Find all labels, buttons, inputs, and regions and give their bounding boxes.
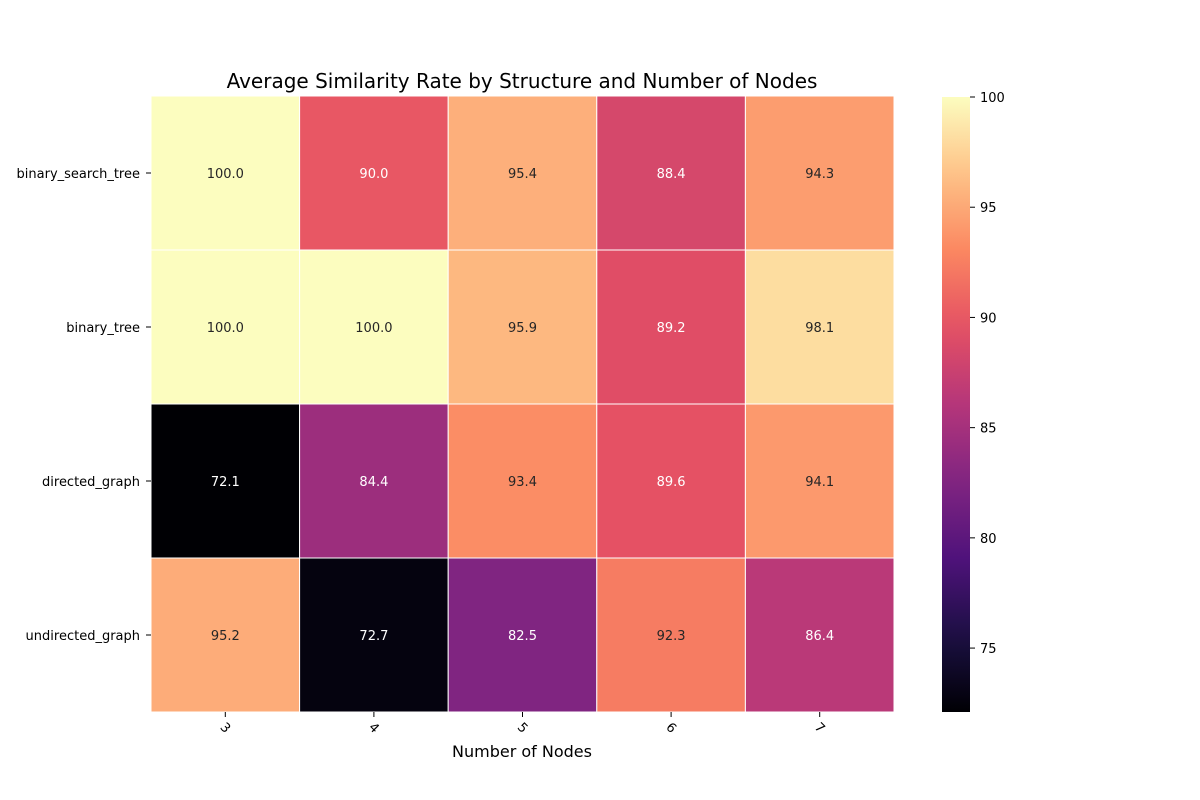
- cell-value-label: 72.7: [359, 629, 388, 644]
- colorbar-tick-label: 80: [980, 532, 997, 547]
- heatmap-cell: [596, 403, 746, 559]
- colorbar-tick-label: 90: [980, 311, 997, 326]
- cell-value-label: 95.9: [508, 321, 537, 336]
- cell-value-label: 100.0: [355, 321, 392, 336]
- cell-value-label: 90.0: [359, 167, 388, 182]
- heatmap-cell: [150, 249, 301, 405]
- cell-value-label: 72.1: [211, 475, 240, 490]
- cell-value-label: 94.1: [805, 475, 834, 490]
- cell-value-label: 84.4: [359, 475, 388, 490]
- x-tick-labels: 3 4 5 6 7: [217, 712, 828, 737]
- heatmap-cell: [299, 557, 449, 713]
- colorbar-gradient: [942, 97, 970, 712]
- heatmap-cell: [744, 95, 895, 251]
- x-tick-label: 7: [811, 720, 827, 736]
- cell-value-label: 100.0: [207, 321, 244, 336]
- y-tick-labels: binary_search_tree binary_tree directed_gr…: [17, 167, 151, 644]
- x-tick-label: 4: [365, 720, 381, 736]
- colorbar-tick-label: 75: [980, 642, 997, 657]
- x-tick-label: 6: [663, 720, 679, 736]
- cell-value-label: 93.4: [508, 475, 537, 490]
- x-tick-label: 5: [514, 720, 530, 736]
- y-tick-label: binary_search_tree: [17, 167, 140, 182]
- y-tick-label: undirected_graph: [26, 629, 140, 644]
- heatmap-cell: [447, 95, 598, 251]
- y-tick-label: directed_graph: [42, 475, 140, 490]
- heatmap-cell: [744, 403, 895, 559]
- heatmap-cell: [447, 403, 598, 559]
- cell-value-label: 100.0: [207, 167, 244, 182]
- heatmap-cell: [299, 95, 449, 251]
- cell-value-label: 89.6: [657, 475, 686, 490]
- cell-value-label: 92.3: [657, 629, 686, 644]
- cell-value-label: 88.4: [657, 167, 686, 182]
- heatmap-cell: [596, 95, 746, 251]
- heatmap-cell: [299, 249, 449, 405]
- colorbar-tick-label: 100: [980, 91, 1005, 106]
- heatmap-cell: [447, 249, 598, 405]
- cell-value-label: 98.1: [805, 321, 834, 336]
- heatmap-cell: [299, 403, 449, 559]
- colorbar-tick-label: 95: [980, 201, 997, 216]
- cell-value-label: 86.4: [805, 629, 834, 644]
- colorbar-tick-label: 85: [980, 422, 997, 437]
- heatmap-cell: [596, 557, 746, 713]
- x-tick-label: 3: [217, 720, 233, 736]
- cell-value-label: 94.3: [805, 167, 834, 182]
- chart-title: Average Similarity Rate by Structure and…: [227, 69, 818, 93]
- cell-value-label: 95.2: [211, 629, 240, 644]
- cell-value-label: 82.5: [508, 629, 537, 644]
- y-tick-label: binary_tree: [66, 321, 140, 336]
- heatmap-cell: [447, 557, 598, 713]
- heatmap-cells: 100.0 90.0 95.4 88.4 94.3 100.0 100.0 95.9 89.2 9…: [150, 95, 895, 713]
- cell-value-label: 95.4: [508, 167, 537, 182]
- colorbar: 75 80 85 90 95 100: [942, 91, 1005, 712]
- heatmap-cell: [744, 249, 895, 405]
- cell-value-label: 89.2: [657, 321, 686, 336]
- heatmap-cell: [150, 95, 301, 251]
- x-axis-label: Number of Nodes: [452, 742, 592, 761]
- heatmap-cell: [744, 557, 895, 713]
